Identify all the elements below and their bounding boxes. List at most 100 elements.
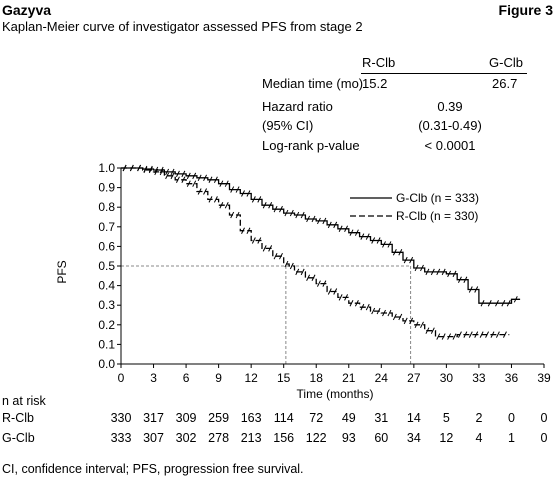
risk-cell: 72 [309,411,324,425]
censor-mark-r [230,211,235,219]
censor-mark-g [284,209,289,217]
censor-mark-g [333,221,338,229]
risk-cell: 309 [175,411,197,425]
censor-mark-r [129,164,134,172]
censor-mark-g [349,229,354,236]
censor-mark-r [463,331,468,338]
censor-mark-g [165,168,170,176]
censor-mark-r [279,252,283,260]
censor-mark-r [175,176,180,183]
censor-mark-r [485,331,490,338]
censor-mark-r [409,317,414,325]
risk-cell: 278 [208,431,230,445]
censor-mark-g [513,296,518,303]
censor-mark-g [295,211,300,219]
censor-mark-r [137,164,142,172]
censor-mark-g [213,176,218,183]
censor-mark-g [387,241,392,248]
censor-mark-r [257,237,262,244]
x-tick-label: 30 [440,371,454,385]
censor-mark-r [441,333,446,340]
risk-cell: 307 [143,431,164,445]
censor-mark-g [487,300,492,307]
censor-mark-r [143,166,148,174]
censor-mark-g [192,172,197,180]
censor-mark-r [122,164,127,172]
median-label: Median time (mo) [262,76,364,91]
x-tick-label: 12 [244,371,258,385]
censor-mark-r [322,280,327,287]
x-tick-label: 18 [310,371,324,385]
censor-mark-g [230,186,235,193]
risk-row-label: R-Clb [2,411,34,425]
censor-mark-r [503,331,507,338]
median-g-value: 26.7 [492,76,518,91]
censor-mark-g [403,256,408,264]
censor-mark-r [316,280,321,287]
censor-mark-r [203,188,208,195]
risk-cell: 0 [540,431,548,445]
censor-mark-r [289,262,294,270]
y-tick-label: 0.6 [98,239,115,253]
y-axis-label: PFS [55,260,69,283]
censor-mark-r [479,331,484,338]
risk-cell: 333 [110,431,132,445]
legend-label-r: R-Clb (n = 330) [396,209,478,223]
risk-cell: 114 [273,411,294,425]
median-r-value: 15.2 [362,76,388,91]
censor-mark-g [506,300,511,307]
censor-mark-r [392,313,397,321]
stats-col-g: G-Clb [489,55,523,70]
y-tick-label: 1.0 [98,161,115,175]
censor-mark-r [360,303,365,311]
y-tick-label: 0.5 [98,259,115,273]
risk-cell: 5 [442,411,450,425]
x-tick-label: 39 [537,371,551,385]
censor-mark-g [316,217,321,225]
censor-mark-r [327,288,332,295]
y-tick-label: 0.2 [98,318,115,332]
x-tick-label: 24 [375,371,389,385]
risk-table-label: n at risk [2,394,46,408]
censor-mark-r [371,307,376,315]
y-tick-label: 0.9 [98,181,115,195]
censor-mark-r [457,331,462,338]
censor-mark-r [273,252,278,260]
censor-mark-r [468,331,473,338]
censor-mark-g [257,196,262,203]
censor-mark-g [474,286,479,293]
censor-mark-g [279,205,283,213]
censor-mark-r [159,168,164,176]
x-tick-label: 0 [118,371,125,385]
risk-cell: 2 [475,411,483,425]
censor-mark-r [186,180,191,187]
censor-mark-r [376,307,381,315]
censor-mark-r [197,188,202,195]
censor-mark-r [154,168,159,176]
risk-cell: 49 [341,411,356,425]
risk-cell: 12 [439,431,454,445]
risk-cell: 163 [240,411,262,425]
censor-mark-g [300,211,305,219]
logrank-label: Log-rank p-value [262,138,360,153]
censor-mark-r [452,333,457,340]
risk-cell: 302 [175,431,197,445]
y-tick-label: 0.0 [98,357,115,371]
censor-mark-g [235,186,240,193]
censor-mark-g [376,237,381,244]
censor-mark-r [181,176,186,183]
y-tick-label: 0.8 [98,200,115,214]
censor-mark-g [322,217,327,225]
censor-mark-g [175,170,180,178]
y-tick-label: 0.3 [98,298,115,312]
censor-mark-r [148,166,153,174]
censor-mark-r [284,260,289,268]
censor-mark-r [306,274,311,281]
legend-label-g: G-Clb (n = 333) [396,191,479,205]
censor-mark-g [501,300,506,307]
censor-mark-g [480,300,485,307]
figure-label: Figure 3 [498,2,553,18]
series-line-r-clb [121,167,510,338]
risk-cell: 60 [374,431,389,445]
censor-mark-r [365,303,370,311]
